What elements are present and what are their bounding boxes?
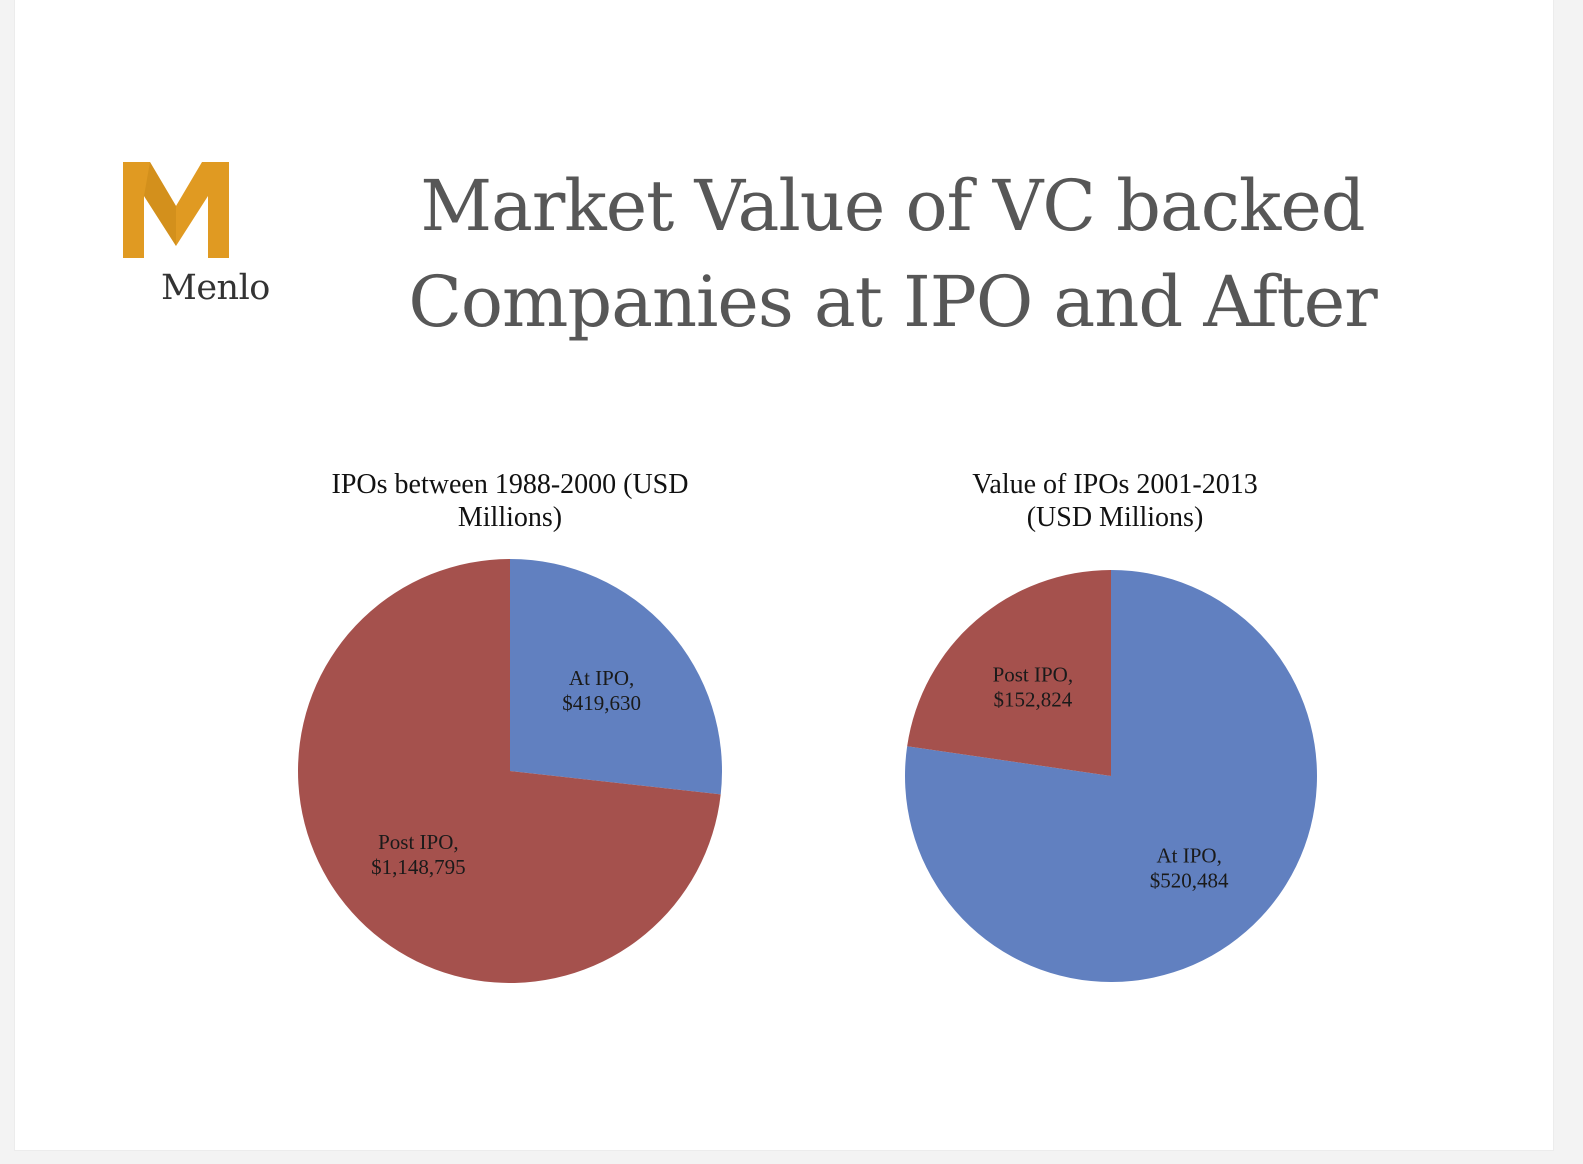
- pie-slice-at-ipo: [510, 559, 722, 795]
- pie-slice-post-ipo: [907, 570, 1111, 776]
- page-title: Market Value of VC backed Companies at I…: [345, 158, 1440, 350]
- menlo-logo: Menlo: [123, 162, 293, 312]
- data-label-post-ipo: Post IPO, $152,824: [993, 663, 1074, 712]
- page-title-line-2: Companies at IPO and After: [408, 261, 1377, 343]
- data-label-post-ipo: Post IPO, $1,148,795: [371, 830, 466, 879]
- slide: Menlo Market Value of VC backed Companie…: [14, 0, 1554, 1151]
- data-label-at-ipo: At IPO, $419,630: [562, 666, 641, 715]
- chart-title: IPOs between 1988-2000 (USD Millions): [331, 469, 689, 533]
- pie-svg: At IPO, $419,630 Post IPO, $1,148,795: [298, 559, 722, 983]
- pie-chart-2001-2013: Value of IPOs 2001-2013 (USD Millions) A…: [835, 462, 1395, 1002]
- logo-wordmark: Menlo: [161, 268, 270, 308]
- chart-title: Value of IPOs 2001-2013 (USD Millions): [972, 469, 1258, 533]
- menlo-m-logo-mark: [123, 162, 229, 258]
- pie-chart-1988-2000: IPOs between 1988-2000 (USD Millions) At…: [230, 462, 790, 1002]
- data-label-at-ipo: At IPO, $520,484: [1150, 843, 1229, 892]
- pie-slice-post-ipo: [298, 559, 721, 983]
- pie-svg: At IPO, $520,484 Post IPO, $152,824: [905, 570, 1317, 982]
- page-title-line-1: Market Value of VC backed: [420, 165, 1365, 247]
